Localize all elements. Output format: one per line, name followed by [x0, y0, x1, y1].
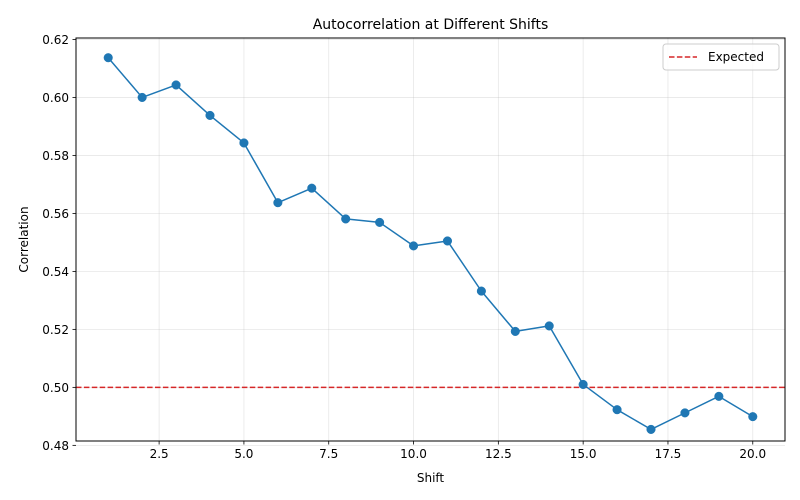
data-point: [442, 236, 453, 246]
legend-expected-label: Expected: [708, 50, 764, 64]
x-tick-label: 12.5: [485, 447, 512, 461]
y-tick-label: 0.52: [42, 323, 69, 337]
y-tick-label: 0.62: [42, 33, 69, 47]
data-point: [205, 110, 215, 120]
legend: Expected: [662, 43, 780, 71]
data-point: [748, 412, 758, 422]
data-point: [476, 286, 486, 296]
data-point: [612, 405, 622, 415]
y-axis-label: Correlation: [17, 206, 31, 272]
y-tick-label: 0.58: [42, 149, 69, 163]
x-tick-label: 17.5: [655, 447, 682, 461]
correlation-series-line: [107, 57, 754, 431]
y-tick-label: 0.56: [42, 207, 69, 221]
legend-box: [662, 43, 780, 71]
y-tick-label: 0.48: [42, 439, 69, 453]
data-point: [408, 241, 419, 251]
x-tick-label: 20.0: [739, 447, 766, 461]
data-point: [341, 214, 351, 224]
x-tick-label: 2.5: [150, 447, 169, 461]
x-tick-label: 5.0: [234, 447, 253, 461]
data-point: [714, 391, 724, 401]
data-point: [510, 326, 520, 336]
x-tick-label: 15.0: [570, 447, 597, 461]
data-point: [171, 80, 181, 90]
x-tick-label: 7.5: [319, 447, 338, 461]
y-tick-label: 0.54: [42, 265, 69, 279]
data-point: [578, 379, 588, 390]
plot-area-frame: [75, 37, 786, 442]
y-axis-ticks: 0.48 0.50 0.52 0.54 0.56 0.58 0.60 0.62: [42, 33, 76, 453]
chart-title: Autocorrelation at Different Shifts: [313, 17, 549, 33]
grid: [76, 38, 785, 446]
data-point: [544, 321, 554, 331]
data-point: [273, 198, 283, 208]
data-point: [375, 217, 385, 227]
data-point: [103, 53, 113, 63]
x-axis-label: Shift: [417, 471, 445, 485]
y-tick-label: 0.50: [42, 381, 69, 395]
data-point: [680, 408, 690, 418]
data-point: [137, 92, 147, 102]
data-point: [239, 138, 249, 148]
series: [103, 53, 758, 434]
data-point: [646, 424, 656, 434]
data-point: [307, 183, 317, 193]
x-tick-label: 10.0: [400, 447, 427, 461]
y-tick-label: 0.60: [42, 91, 69, 105]
x-axis-ticks: 2.5 5.0 7.5 10.0 12.5 15.0 17.5 20.0: [150, 441, 766, 461]
